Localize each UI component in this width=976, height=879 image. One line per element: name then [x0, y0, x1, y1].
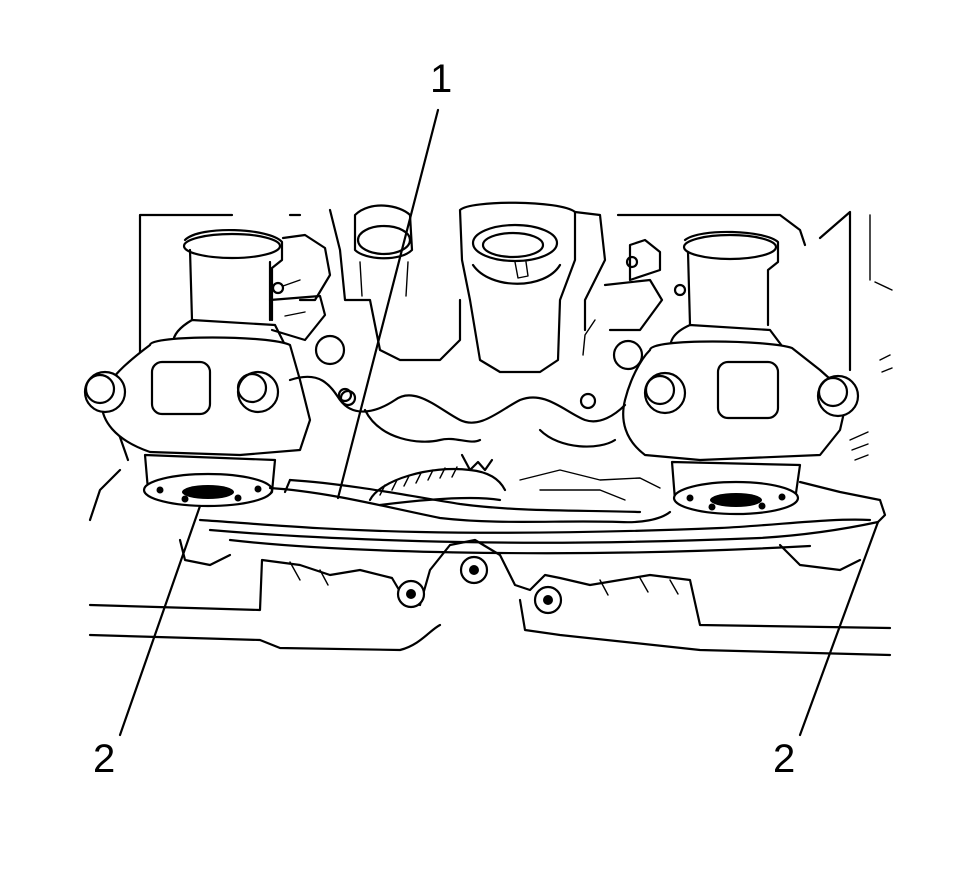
center-tower-left — [328, 204, 462, 362]
front-cover-gasket-seal — [198, 480, 887, 555]
leader-line-2-right — [798, 520, 880, 737]
left-camshaft-phaser — [83, 228, 312, 508]
callout-1: 1 — [430, 57, 452, 101]
left-oil-control-valve — [268, 233, 353, 403]
callout-2-right: 2 — [773, 737, 795, 781]
leader-lines — [118, 108, 880, 737]
timing-chain-guide — [268, 478, 672, 524]
center-tower-right — [458, 201, 607, 374]
right-camshaft-phaser — [622, 230, 860, 516]
callout-2-left: 2 — [93, 737, 115, 781]
lower-front-cover — [88, 538, 892, 657]
leader-line-1 — [336, 108, 440, 500]
timing-chain-sprocket — [368, 354, 893, 507]
front-cover-scallop — [288, 375, 627, 448]
leader-line-2-left — [118, 504, 202, 737]
right-oil-control-valve — [582, 238, 687, 371]
